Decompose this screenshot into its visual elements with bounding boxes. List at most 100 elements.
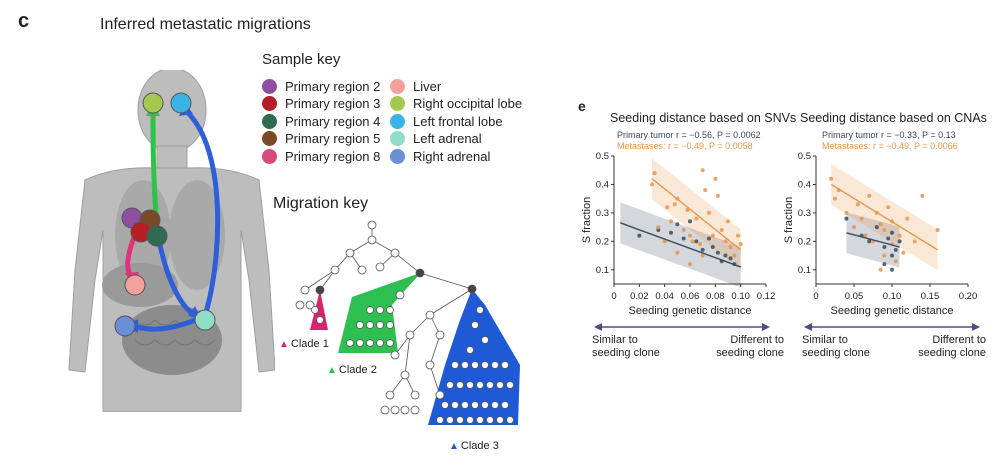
tree-node <box>400 405 410 415</box>
sample-key-label: Primary region 8 <box>285 148 381 164</box>
tree-node <box>357 265 367 275</box>
data-point <box>672 202 677 207</box>
sample-key-label: Right adrenal <box>413 148 491 164</box>
data-point <box>694 216 699 221</box>
chart-2-stat-primary: Primary tumor r = −0.33, P = 0.13 <box>822 130 956 140</box>
data-point <box>652 171 657 176</box>
chart-1-right-direction: Different to seeding clone <box>700 334 784 360</box>
clade-node <box>476 416 484 424</box>
x-tick-label: 0 <box>611 291 616 302</box>
tree-node <box>390 248 400 258</box>
y-tick-label: 0.5 <box>596 151 609 162</box>
tree-node <box>390 405 400 415</box>
data-point <box>694 239 699 244</box>
clade-node <box>471 401 479 409</box>
x-tick-label: 0.15 <box>921 291 940 302</box>
left-direction-line-2: seeding clone <box>802 347 870 359</box>
y-tick-label: 0.3 <box>596 208 609 219</box>
sample-color-dot <box>262 148 277 164</box>
data-point <box>665 205 670 210</box>
clade-node <box>451 361 459 369</box>
data-point <box>710 245 715 250</box>
sample-key-item: Right occipital lobe <box>390 96 523 112</box>
right-direction-line-1: Different to <box>730 334 784 346</box>
data-point <box>833 196 837 201</box>
clade-node <box>386 339 394 347</box>
data-point <box>878 222 883 227</box>
clade-node <box>481 336 489 344</box>
y-tick-label: 0.4 <box>596 179 609 190</box>
sample-key-label: Right occipital lobe <box>413 96 523 112</box>
left-direction-line-2: seeding clone <box>592 347 660 359</box>
chart-2-stat-metastases: Metastases: r = −0.49, P = 0.0066 <box>822 141 958 151</box>
clade-node <box>461 401 469 409</box>
panel-letter-e: e <box>578 98 586 114</box>
data-point <box>905 216 910 221</box>
data-point <box>882 227 887 232</box>
clade-node <box>476 306 484 314</box>
tree-node <box>410 390 420 400</box>
tree-node <box>390 350 400 360</box>
data-point <box>723 239 728 244</box>
sample-key-label: Primary region 3 <box>285 96 381 112</box>
data-point <box>882 253 887 258</box>
data-point <box>878 267 883 272</box>
data-point <box>732 253 737 258</box>
data-point <box>867 239 872 244</box>
clade-node <box>346 339 354 347</box>
clade-node <box>461 361 469 369</box>
clade-3-shape <box>428 289 520 425</box>
sample-key-item: Liver <box>390 79 441 94</box>
data-point <box>685 208 690 213</box>
tree-node <box>395 290 405 300</box>
sample-color-dot <box>390 131 405 147</box>
sample-key-label: Liver <box>413 79 442 94</box>
y-axis-label: S fraction <box>783 197 795 243</box>
clade-2-label: Clade 2 <box>338 364 377 376</box>
clade-node <box>471 361 479 369</box>
y-tick-label: 0.2 <box>798 236 811 247</box>
data-point <box>715 193 720 198</box>
clade-node <box>386 306 394 314</box>
sample-key-label: Primary region 5 <box>285 131 381 147</box>
data-point <box>897 239 902 244</box>
migration-arrow-blue-2 <box>183 108 221 316</box>
migration-key-title: Migration key <box>273 195 369 212</box>
clade-node <box>376 339 384 347</box>
data-point <box>715 250 720 255</box>
sample-key-item: Left adrenal <box>390 131 482 147</box>
data-point <box>852 225 856 230</box>
panel-letter-c: c <box>18 10 30 32</box>
clade-node <box>486 416 494 424</box>
data-point <box>844 210 849 215</box>
clade-node <box>441 401 449 409</box>
chart-1-title: Seeding distance based on SNVs <box>610 111 797 125</box>
sample-color-dot <box>390 96 405 112</box>
sample-key-label: Left adrenal <box>413 131 482 147</box>
direction-arrow-1 <box>594 323 770 331</box>
data-point <box>882 262 887 267</box>
data-point <box>829 176 834 181</box>
clade-node <box>496 416 504 424</box>
data-point <box>844 216 849 221</box>
sample-color-dot <box>262 113 277 129</box>
sample-key-item: Primary region 2 <box>262 79 380 94</box>
clade-node <box>446 381 454 389</box>
data-point <box>893 259 898 264</box>
clade-node <box>366 306 374 314</box>
sample-key-item: Right adrenal <box>390 148 491 164</box>
seeding-node <box>415 268 425 278</box>
tree-node <box>425 310 435 320</box>
data-point <box>912 239 917 244</box>
fit-line-1 <box>830 183 938 251</box>
data-point <box>675 222 680 227</box>
tree-node <box>330 265 340 275</box>
data-point <box>882 245 887 250</box>
clade-1-label-row: ▲ Clade 1 <box>279 338 329 350</box>
data-point <box>859 216 864 221</box>
data-point <box>703 188 708 193</box>
clade-node <box>456 381 464 389</box>
clade-node <box>451 401 459 409</box>
data-point <box>700 253 705 258</box>
x-axis-label: Seeding genetic distance <box>629 305 752 317</box>
